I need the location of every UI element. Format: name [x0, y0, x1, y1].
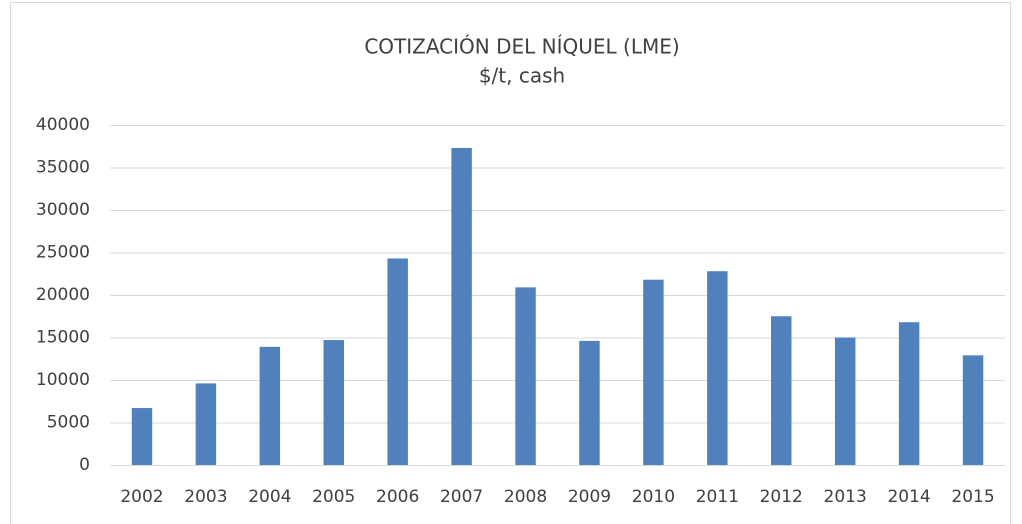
y-tick-label: 5000 [47, 413, 90, 433]
x-tick-label: 2011 [696, 487, 739, 507]
x-tick-label: 2015 [951, 487, 994, 507]
x-tick-label: 2013 [824, 487, 867, 507]
bar [771, 316, 792, 465]
bar [195, 383, 217, 465]
bar [323, 340, 344, 465]
y-tick-label: 40000 [36, 115, 90, 135]
y-tick-label: 0 [79, 455, 90, 475]
bar [643, 279, 664, 465]
x-tick-label: 2009 [568, 487, 611, 507]
bar [962, 355, 984, 465]
y-tick-label: 30000 [36, 200, 90, 220]
x-tick-label: 2012 [760, 487, 803, 507]
x-tick-label: 2010 [632, 487, 675, 507]
bar [579, 340, 600, 465]
bar [259, 346, 281, 465]
bar [834, 337, 856, 465]
y-tick-label: 20000 [36, 285, 90, 305]
x-tick-label: 2006 [376, 487, 419, 507]
x-tick-label: 2007 [440, 487, 483, 507]
x-tick-label: 2004 [248, 487, 291, 507]
bar [451, 147, 472, 465]
bar [898, 322, 920, 465]
y-tick-label: 25000 [36, 243, 90, 263]
bar [707, 271, 728, 465]
bar [387, 258, 408, 465]
chart-title: COTIZACIÓN DEL NÍQUEL (LME) [364, 35, 679, 59]
chart-subtitle: $/t, cash [479, 64, 565, 88]
y-tick-label: 10000 [36, 370, 90, 390]
x-tick-label: 2008 [504, 487, 547, 507]
x-tick-label: 2014 [887, 487, 930, 507]
y-tick-label: 35000 [36, 158, 90, 178]
x-tick-label: 2005 [312, 487, 355, 507]
y-tick-label: 15000 [36, 328, 90, 348]
x-tick-label: 2002 [120, 487, 163, 507]
bar [515, 287, 536, 465]
x-tick-label: 2003 [184, 487, 227, 507]
bar [131, 408, 153, 465]
